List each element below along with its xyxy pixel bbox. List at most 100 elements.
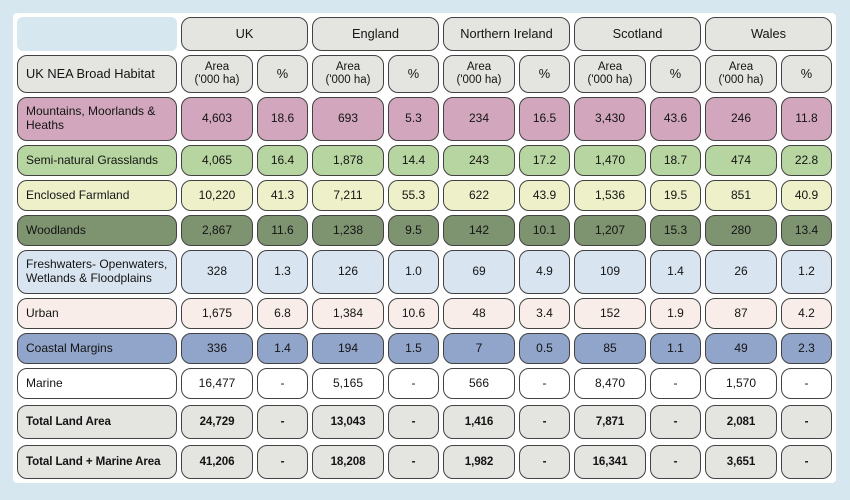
cell-england-pct: -	[388, 368, 439, 399]
cell-england-area: 1,238	[312, 215, 384, 246]
cell-wales-pct: 13.4	[781, 215, 832, 246]
corner-header: UK NEA Broad Habitat	[17, 55, 177, 93]
cell-uk-pct: 6.8	[257, 298, 308, 329]
cell-northern-ireland-pct: 16.5	[519, 97, 570, 141]
cell-northern-ireland-area: 142	[443, 215, 515, 246]
area-header-england: Area ('000 ha)	[312, 55, 384, 93]
cell-wales-area: 3,651	[705, 445, 777, 479]
cell-england-area: 5,165	[312, 368, 384, 399]
area-header-line1: Area	[204, 61, 230, 74]
cell-wales-area: 474	[705, 145, 777, 176]
cell-scotland-pct: 43.6	[650, 97, 701, 141]
cell-northern-ireland-pct: -	[519, 405, 570, 439]
cell-scotland-pct: 15.3	[650, 215, 701, 246]
cell-uk-pct: 11.6	[257, 215, 308, 246]
cell-scotland-area: 109	[574, 250, 646, 294]
cell-uk-area: 41,206	[181, 445, 253, 479]
cell-wales-area: 851	[705, 180, 777, 211]
pct-header-northern-ireland: %	[519, 55, 570, 93]
row-label-coastal-margins: Coastal Margins	[17, 333, 177, 364]
cell-england-area: 13,043	[312, 405, 384, 439]
cell-england-pct: 55.3	[388, 180, 439, 211]
cell-northern-ireland-pct: -	[519, 445, 570, 479]
area-header-line2: ('000 ha)	[325, 74, 371, 86]
cell-scotland-area: 85	[574, 333, 646, 364]
cell-uk-pct: 1.3	[257, 250, 308, 294]
cell-scotland-area: 3,430	[574, 97, 646, 141]
cell-england-area: 693	[312, 97, 384, 141]
area-header-line2: ('000 ha)	[718, 74, 764, 86]
cell-northern-ireland-pct: 3.4	[519, 298, 570, 329]
area-header-line1: Area	[335, 61, 361, 74]
cell-scotland-pct: 1.4	[650, 250, 701, 294]
cell-wales-pct: 4.2	[781, 298, 832, 329]
cell-england-pct: 9.5	[388, 215, 439, 246]
cell-northern-ireland-area: 566	[443, 368, 515, 399]
cell-uk-pct: 16.4	[257, 145, 308, 176]
table-grid: UK England Northern Ireland Scotland Wales UK…	[17, 17, 832, 479]
cell-england-area: 1,878	[312, 145, 384, 176]
row-label-urban: Urban	[17, 298, 177, 329]
pct-header-uk: %	[257, 55, 308, 93]
cell-wales-pct: 2.3	[781, 333, 832, 364]
area-header-wales: Area ('000 ha)	[705, 55, 777, 93]
area-header-line1: Area	[597, 61, 623, 74]
cell-scotland-pct: -	[650, 368, 701, 399]
cell-england-area: 194	[312, 333, 384, 364]
cell-northern-ireland-pct: 4.9	[519, 250, 570, 294]
cell-scotland-pct: 1.1	[650, 333, 701, 364]
cell-uk-pct: 18.6	[257, 97, 308, 141]
cell-england-pct: 1.5	[388, 333, 439, 364]
cell-uk-area: 16,477	[181, 368, 253, 399]
cell-england-area: 126	[312, 250, 384, 294]
area-header-line1: Area	[728, 61, 754, 74]
row-label-total-land-area: Total Land Area	[17, 405, 177, 439]
cell-england-pct: -	[388, 405, 439, 439]
cell-wales-pct: -	[781, 368, 832, 399]
cell-wales-pct: 11.8	[781, 97, 832, 141]
cell-uk-pct: 1.4	[257, 333, 308, 364]
cell-scotland-area: 1,536	[574, 180, 646, 211]
cell-uk-area: 328	[181, 250, 253, 294]
cell-northern-ireland-area: 1,982	[443, 445, 515, 479]
cell-wales-area: 280	[705, 215, 777, 246]
cell-england-pct: 1.0	[388, 250, 439, 294]
cell-uk-pct: -	[257, 445, 308, 479]
region-header-northern-ireland: Northern Ireland	[443, 17, 570, 51]
area-header-uk: Area ('000 ha)	[181, 55, 253, 93]
cell-england-area: 1,384	[312, 298, 384, 329]
cell-wales-pct: -	[781, 445, 832, 479]
cell-northern-ireland-area: 1,416	[443, 405, 515, 439]
cell-northern-ireland-area: 234	[443, 97, 515, 141]
cell-wales-area: 246	[705, 97, 777, 141]
row-label-marine: Marine	[17, 368, 177, 399]
region-header-scotland: Scotland	[574, 17, 701, 51]
cell-northern-ireland-pct: 43.9	[519, 180, 570, 211]
cell-scotland-area: 7,871	[574, 405, 646, 439]
cell-uk-area: 4,603	[181, 97, 253, 141]
cell-scotland-pct: 18.7	[650, 145, 701, 176]
cell-uk-area: 336	[181, 333, 253, 364]
area-header-line2: ('000 ha)	[587, 74, 633, 86]
cell-northern-ireland-area: 243	[443, 145, 515, 176]
pct-header-england: %	[388, 55, 439, 93]
cell-northern-ireland-pct: 0.5	[519, 333, 570, 364]
area-header-line2: ('000 ha)	[194, 74, 240, 86]
area-header-line1: Area	[466, 61, 492, 74]
cell-wales-area: 49	[705, 333, 777, 364]
row-label-enclosed-farmland: Enclosed Farmland	[17, 180, 177, 211]
cell-scotland-pct: 19.5	[650, 180, 701, 211]
cell-scotland-pct: 1.9	[650, 298, 701, 329]
cell-northern-ireland-area: 48	[443, 298, 515, 329]
cell-uk-pct: -	[257, 368, 308, 399]
cell-northern-ireland-pct: -	[519, 368, 570, 399]
cell-northern-ireland-area: 69	[443, 250, 515, 294]
cell-wales-area: 2,081	[705, 405, 777, 439]
cell-england-pct: 5.3	[388, 97, 439, 141]
cell-england-area: 7,211	[312, 180, 384, 211]
region-header-uk: UK	[181, 17, 308, 51]
area-header-line2: ('000 ha)	[456, 74, 502, 86]
cell-england-pct: 14.4	[388, 145, 439, 176]
habitat-area-table: UK England Northern Ireland Scotland Wales UK…	[13, 13, 836, 483]
cell-uk-area: 10,220	[181, 180, 253, 211]
